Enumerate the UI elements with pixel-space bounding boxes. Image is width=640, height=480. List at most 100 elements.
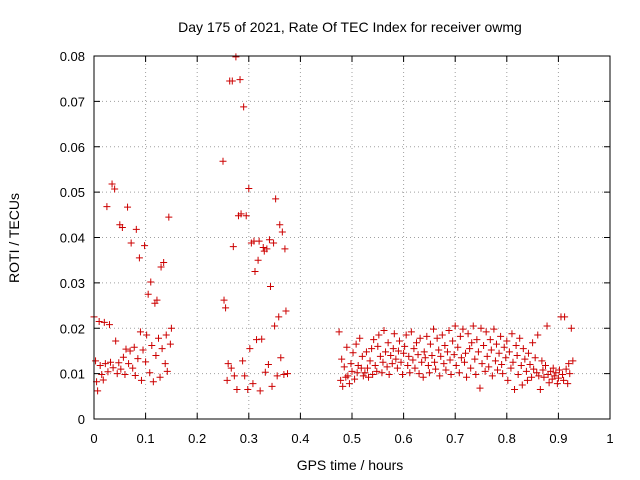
data-point	[339, 382, 347, 390]
data-point	[353, 369, 361, 377]
data-point	[471, 355, 479, 363]
data-point	[249, 380, 257, 388]
data-point	[480, 341, 488, 349]
data-point	[370, 336, 378, 344]
data-point	[459, 325, 467, 333]
data-point	[277, 354, 285, 362]
data-point	[161, 360, 169, 368]
data-point	[543, 322, 551, 330]
data-point	[418, 358, 426, 366]
data-point	[539, 366, 547, 374]
data-point	[144, 290, 152, 298]
data-point	[487, 346, 495, 354]
data-point	[143, 331, 151, 339]
y-tick-label: 0.07	[60, 94, 85, 109]
data-point	[567, 324, 575, 332]
data-point	[531, 354, 539, 362]
data-point	[99, 376, 107, 384]
data-point	[560, 376, 568, 384]
data-point	[481, 367, 489, 375]
data-point	[498, 361, 506, 369]
data-point	[380, 327, 388, 335]
data-point	[410, 345, 418, 353]
data-point	[468, 339, 476, 347]
data-point	[446, 356, 454, 364]
data-point	[504, 376, 512, 384]
data-point	[134, 355, 142, 363]
data-point	[219, 157, 227, 165]
data-point	[463, 373, 471, 381]
data-point	[362, 348, 370, 356]
data-point	[397, 358, 405, 366]
data-point	[376, 352, 384, 360]
data-point	[450, 351, 458, 359]
data-point	[491, 357, 499, 365]
data-point	[155, 334, 162, 342]
data-point	[340, 363, 348, 371]
data-point	[420, 348, 428, 356]
data-point	[142, 358, 150, 366]
data-point	[284, 370, 291, 378]
data-point	[430, 325, 438, 333]
data-point	[256, 387, 264, 395]
data-point	[566, 370, 574, 378]
data-point	[270, 239, 278, 247]
data-point	[462, 349, 470, 357]
data-point	[369, 371, 377, 379]
data-point	[280, 371, 288, 379]
data-point	[521, 355, 529, 363]
data-point	[121, 371, 129, 379]
data-point	[127, 239, 135, 247]
y-tick-label: 0.06	[60, 140, 85, 155]
data-point	[405, 352, 413, 360]
data-point	[494, 366, 502, 374]
x-tick-label: 0.1	[137, 431, 155, 446]
data-point	[337, 376, 345, 384]
data-point	[460, 358, 468, 366]
data-point	[163, 367, 171, 375]
data-point	[538, 357, 546, 365]
data-point	[392, 355, 400, 363]
data-point	[423, 332, 431, 340]
data-point	[456, 332, 464, 340]
data-point	[522, 367, 530, 375]
data-point	[347, 360, 355, 368]
data-point	[271, 322, 279, 330]
data-point	[237, 210, 245, 218]
data-point	[368, 345, 376, 353]
data-point	[499, 370, 507, 378]
data-point	[443, 348, 451, 356]
data-point	[373, 367, 381, 375]
data-point	[157, 263, 165, 271]
data-point	[244, 386, 252, 394]
data-point	[261, 368, 269, 376]
y-tick-label: 0.03	[60, 276, 85, 291]
data-point	[509, 358, 517, 366]
data-point	[146, 369, 154, 377]
data-point	[425, 369, 433, 377]
data-point	[495, 349, 503, 357]
data-point	[107, 358, 115, 366]
data-point	[227, 364, 235, 372]
data-point	[445, 327, 453, 335]
data-point	[507, 364, 515, 372]
data-point	[505, 348, 513, 356]
data-point	[236, 76, 244, 84]
data-point	[232, 53, 240, 61]
data-point	[264, 361, 272, 369]
data-point	[400, 349, 408, 357]
data-point	[245, 184, 253, 192]
data-point	[95, 317, 103, 325]
data-point	[407, 328, 415, 336]
data-point	[111, 185, 119, 193]
data-point	[404, 361, 412, 369]
data-point	[338, 355, 346, 363]
data-point	[240, 103, 248, 111]
data-point	[266, 283, 274, 291]
data-point	[524, 349, 532, 357]
data-point	[428, 351, 436, 359]
data-point	[92, 357, 100, 365]
data-point	[363, 364, 371, 372]
data-point	[251, 268, 259, 276]
